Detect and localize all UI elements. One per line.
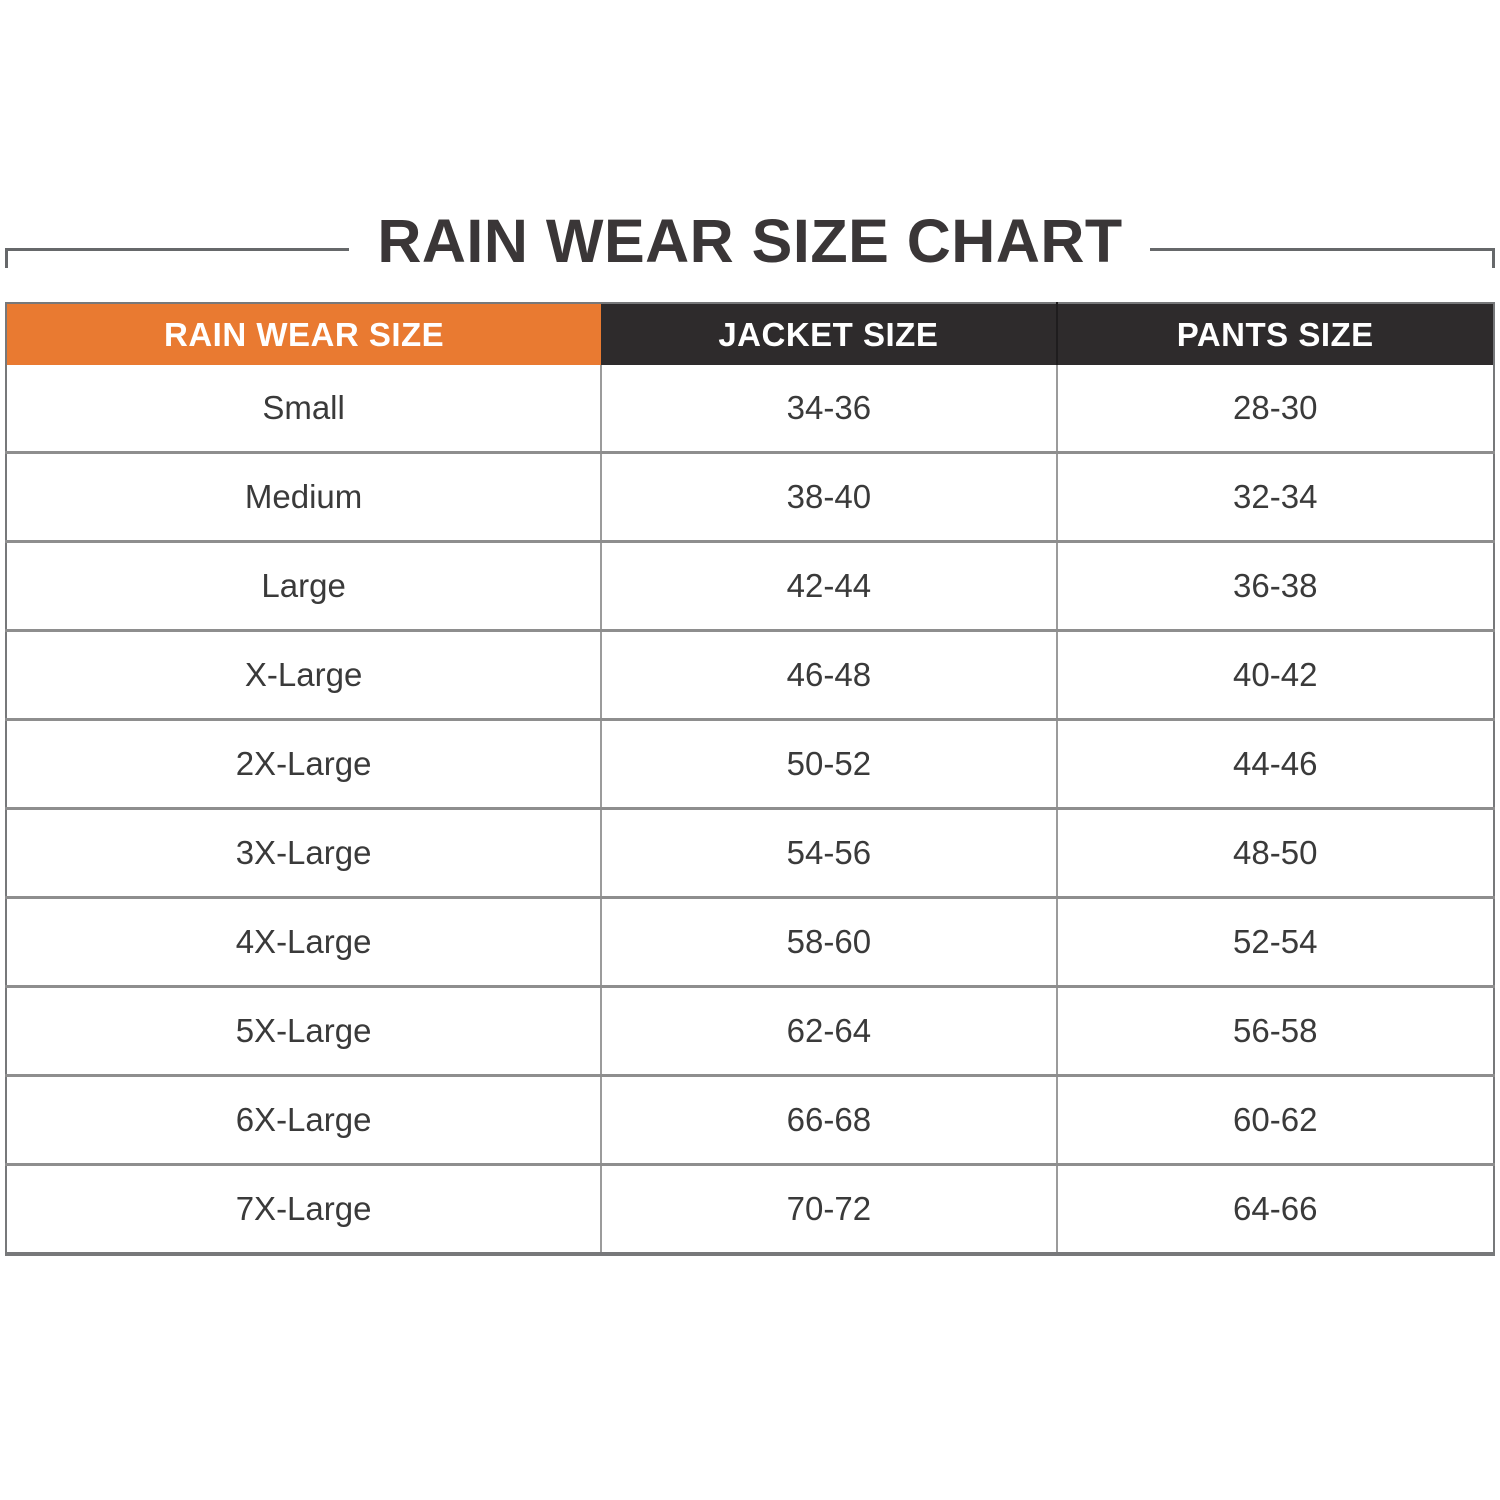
jacket-cell: 54-56 bbox=[600, 808, 1057, 899]
table-row: 5X-Large 62-64 56-58 bbox=[6, 986, 1494, 1077]
column-header-rain-wear-size: RAIN WEAR SIZE bbox=[6, 303, 602, 365]
pants-cell: 64-66 bbox=[1055, 1164, 1494, 1254]
pants-cell: 56-58 bbox=[1055, 986, 1494, 1077]
size-cell: 6X-Large bbox=[6, 1075, 602, 1166]
column-header-pants-size: PANTS SIZE bbox=[1055, 303, 1494, 365]
jacket-cell: 38-40 bbox=[600, 452, 1057, 543]
pants-cell: 40-42 bbox=[1055, 630, 1494, 721]
jacket-cell: 42-44 bbox=[600, 541, 1057, 632]
jacket-cell: 50-52 bbox=[600, 719, 1057, 810]
column-header-jacket-size: JACKET SIZE bbox=[601, 303, 1057, 365]
jacket-cell: 70-72 bbox=[600, 1164, 1057, 1254]
size-cell: 3X-Large bbox=[6, 808, 602, 899]
table-row: 3X-Large 54-56 48-50 bbox=[6, 808, 1494, 899]
size-cell: 2X-Large bbox=[6, 719, 602, 810]
size-cell: Medium bbox=[6, 452, 602, 543]
header-row: RAIN WEAR SIZE JACKET SIZE PANTS SIZE bbox=[6, 303, 1494, 365]
table-row: X-Large 46-48 40-42 bbox=[6, 630, 1494, 721]
size-cell: 7X-Large bbox=[6, 1164, 602, 1254]
pants-cell: 32-34 bbox=[1055, 452, 1494, 543]
title-rule-left bbox=[5, 248, 349, 268]
table-row: 2X-Large 50-52 44-46 bbox=[6, 719, 1494, 810]
table-row: Large 42-44 36-38 bbox=[6, 541, 1494, 632]
pants-cell: 60-62 bbox=[1055, 1075, 1494, 1166]
jacket-cell: 62-64 bbox=[600, 986, 1057, 1077]
pants-cell: 36-38 bbox=[1055, 541, 1494, 632]
jacket-cell: 58-60 bbox=[600, 897, 1057, 988]
table-row: Medium 38-40 32-34 bbox=[6, 452, 1494, 543]
page-title: RAIN WEAR SIZE CHART bbox=[377, 207, 1123, 275]
size-chart-table: RAIN WEAR SIZE JACKET SIZE PANTS SIZE Sm… bbox=[5, 302, 1495, 1256]
table-row: 6X-Large 66-68 60-62 bbox=[6, 1075, 1494, 1166]
size-cell: Large bbox=[6, 541, 602, 632]
size-cell: 5X-Large bbox=[6, 986, 602, 1077]
jacket-cell: 34-36 bbox=[600, 365, 1057, 454]
pants-cell: 48-50 bbox=[1055, 808, 1494, 899]
size-cell: Small bbox=[6, 365, 602, 454]
pants-cell: 52-54 bbox=[1055, 897, 1494, 988]
jacket-cell: 66-68 bbox=[600, 1075, 1057, 1166]
table-row: 7X-Large 70-72 64-66 bbox=[6, 1164, 1494, 1254]
table-row: Small 34-36 28-30 bbox=[6, 365, 1494, 454]
size-cell: X-Large bbox=[6, 630, 602, 721]
table-row: 4X-Large 58-60 52-54 bbox=[6, 897, 1494, 988]
pants-cell: 44-46 bbox=[1055, 719, 1494, 810]
jacket-cell: 46-48 bbox=[600, 630, 1057, 721]
title-rule-right bbox=[1150, 248, 1495, 268]
pants-cell: 28-30 bbox=[1055, 365, 1494, 454]
size-cell: 4X-Large bbox=[6, 897, 602, 988]
